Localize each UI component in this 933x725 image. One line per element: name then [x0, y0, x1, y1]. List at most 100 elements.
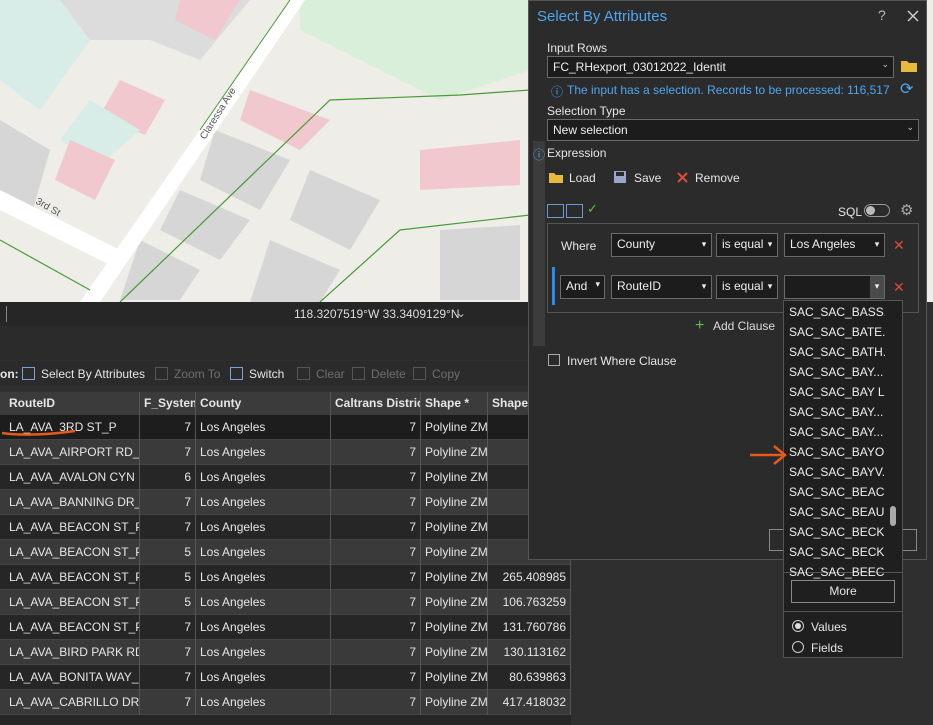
toolbar-button[interactable]: Switch [249, 367, 285, 381]
table-cell: Polyline ZM [421, 640, 488, 665]
settings-icon[interactable]: ⚙ [900, 202, 914, 219]
toolbar-button[interactable]: Zoom To [174, 367, 221, 381]
selection-type-select[interactable]: New selection ⌄ [547, 119, 919, 141]
column-header[interactable]: F_System [140, 392, 196, 415]
side-scrollbar[interactable] [533, 141, 545, 346]
dropdown-item[interactable]: SAC_SAC_BAY... [789, 365, 884, 379]
table-cell: Los Angeles [196, 440, 331, 465]
view-toggle[interactable] [566, 204, 583, 218]
table-cell: 7 [140, 440, 196, 465]
clause-field-select[interactable]: RouteID ▾ [611, 275, 712, 299]
coordinate-chevron[interactable]: ⌄ [456, 306, 467, 320]
clause-value-select[interactable]: ▾ [784, 275, 885, 299]
toolbar-button[interactable]: Copy [432, 367, 461, 381]
load-icon [549, 173, 563, 183]
dropdown-item[interactable]: SAC_SAC_BECK... [789, 545, 885, 559]
table-row[interactable]: LA_AVA_BEACON ST_P 7 Los Angeles 7 Polyline … [0, 615, 571, 640]
table-row[interactable]: LA_AVA_BANNING DR_P 7 Los Angeles 7 Polyline… [0, 490, 571, 515]
dropdown-item[interactable]: SAC_SAC_BAY... [789, 425, 884, 439]
clause-connector-select[interactable]: And ▾ [560, 275, 605, 299]
table-row[interactable]: LA_AVA_BONITA WAY_P 7 Los Angeles 7 Polyline… [0, 665, 571, 690]
dropdown-item[interactable]: SAC_SAC_BECK... [789, 525, 885, 539]
table-cell: Los Angeles [196, 415, 331, 440]
table-row[interactable]: LA_AVA_BEACON ST_P 5 Los Angeles 7 Polyline … [0, 590, 571, 615]
fields-radio[interactable] [792, 641, 804, 653]
dropdown-item[interactable]: SAC_SAC_BEAU... [789, 505, 885, 519]
delete-clause[interactable]: ✕ [893, 237, 905, 253]
dropdown-item[interactable]: SAC_SAC_BAY L... [789, 385, 885, 399]
add-clause-button[interactable]: Add Clause [713, 319, 776, 333]
input-rows-select[interactable]: FC_RHexport_03012022_Identit ⌄ [547, 56, 894, 78]
dropdown-item[interactable]: SAC_SAC_BATE... [789, 325, 885, 339]
delete-clause[interactable]: ✕ [893, 279, 905, 295]
sql-toggle[interactable] [864, 204, 890, 217]
toggle-knob [866, 206, 875, 215]
table-cell: LA_AVA_BIRD PARK RD_P [5, 640, 140, 665]
table-row[interactable]: LA_AVA_AIRPORT RD_P 7 Los Angeles 7 Polyline… [0, 440, 571, 465]
validate-icon[interactable]: ✓ [587, 201, 598, 216]
table-cell: 5 [140, 565, 196, 590]
more-button[interactable]: More [791, 580, 895, 603]
column-header[interactable]: RouteID [5, 392, 140, 415]
dropdown-item[interactable]: SAC_SAC_BASS... [789, 305, 885, 319]
table-cell: 7 [140, 690, 196, 715]
table-row[interactable]: LA_AVA_BEACON ST_P 5 Los Angeles 7 Polyline … [0, 565, 571, 590]
annotation-underline [1, 429, 76, 436]
table-cell: 7 [331, 415, 421, 440]
clause-value-select[interactable]: Los Angeles ▾ [784, 233, 885, 257]
dropdown-item[interactable]: SAC_SAC_BAYV... [789, 465, 885, 479]
clause-operator: is equal [722, 237, 764, 251]
table-header: RouteID F_System County Caltrans District Sh… [0, 392, 571, 415]
clause-field-select[interactable]: County ▾ [611, 233, 712, 257]
clause-operator-select[interactable]: is equal ▾ [716, 275, 778, 299]
toolbar-button[interactable]: Delete [371, 367, 406, 381]
remove-button[interactable]: Remove [695, 171, 740, 185]
toolbar-button[interactable]: Select By Attributes [41, 367, 146, 381]
table-row[interactable]: LA_AVA_BEACON ST_P 7 Los Angeles 7 Polyline … [0, 515, 571, 540]
dropdown-item[interactable]: SAC_SAC_BAYO... [789, 445, 885, 459]
toolbar-button[interactable]: Clear [316, 367, 345, 381]
invert-checkbox[interactable] [548, 354, 560, 366]
table-cell: Polyline ZM [421, 465, 488, 490]
dropdown-item[interactable]: SAC_SAC_BATH... [789, 345, 885, 359]
table-cell: Los Angeles [196, 465, 331, 490]
column-header[interactable]: Shape * [421, 392, 488, 415]
folder-icon[interactable] [900, 59, 918, 73]
toolbar-icon [413, 367, 426, 380]
scroll-thumb[interactable] [890, 506, 896, 526]
value-dropdown: More Values Fields SAC_SAC_BASS... SAC_SA… [783, 300, 903, 658]
table-cell: LA_AVA_BEACON ST_P [5, 615, 140, 640]
table-cell: Polyline ZM [421, 665, 488, 690]
column-header[interactable]: County [196, 392, 331, 415]
close-button[interactable] [907, 10, 919, 22]
refresh-icon[interactable]: ⟳ [900, 81, 914, 98]
table-cell: 7 [140, 515, 196, 540]
column-header[interactable]: Caltrans District [331, 392, 421, 415]
table-cell: 5 [140, 540, 196, 565]
load-button[interactable]: Load [569, 171, 596, 185]
dropdown-item[interactable]: SAC_SAC_BAY... [789, 405, 884, 419]
dropdown-item[interactable]: SAC_SAC_BEAC... [789, 485, 885, 499]
table-row[interactable]: LA_AVA_CABRILLO DR_P 7 Los Angeles 7 Polylin… [0, 690, 571, 715]
table-cell: Los Angeles [196, 690, 331, 715]
view-toggle[interactable] [547, 204, 564, 218]
remove-icon [677, 172, 688, 183]
dropdown-item[interactable]: SAC_SAC_BEEC... [789, 565, 885, 579]
values-radio[interactable] [792, 620, 804, 632]
table-row[interactable]: LA_AVA_BEACON ST_P 5 Los Angeles 7 Polyline … [0, 540, 571, 565]
clause-operator-select[interactable]: is equal ▾ [716, 233, 778, 257]
dropdown-arrow: ▾ [767, 281, 773, 291]
toolbar-icon [230, 367, 243, 380]
help-button[interactable]: ? [878, 7, 886, 23]
save-button[interactable]: Save [634, 171, 662, 185]
table-cell: LA_AVA_BONITA WAY_P [5, 665, 140, 690]
dropdown-arrow: ▾ [767, 239, 773, 249]
dropdown-scrollbar[interactable] [886, 301, 900, 571]
table-cell: Los Angeles [196, 540, 331, 565]
table-cell: 6 [140, 465, 196, 490]
table-cell: 7 [331, 690, 421, 715]
